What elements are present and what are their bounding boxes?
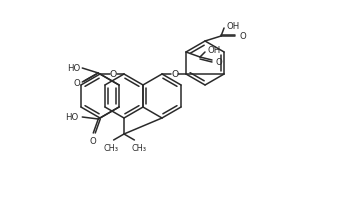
Text: HO: HO xyxy=(65,112,78,122)
Text: O: O xyxy=(90,137,97,146)
Text: O: O xyxy=(73,78,80,88)
Text: O: O xyxy=(216,58,223,66)
Text: O: O xyxy=(171,69,178,78)
Text: CH₃: CH₃ xyxy=(103,144,118,153)
Text: O: O xyxy=(239,31,246,41)
Text: O: O xyxy=(109,69,117,78)
Text: HO: HO xyxy=(67,64,80,73)
Text: OH: OH xyxy=(208,46,221,54)
Text: OH: OH xyxy=(226,22,239,31)
Text: CH₃: CH₃ xyxy=(132,144,147,153)
